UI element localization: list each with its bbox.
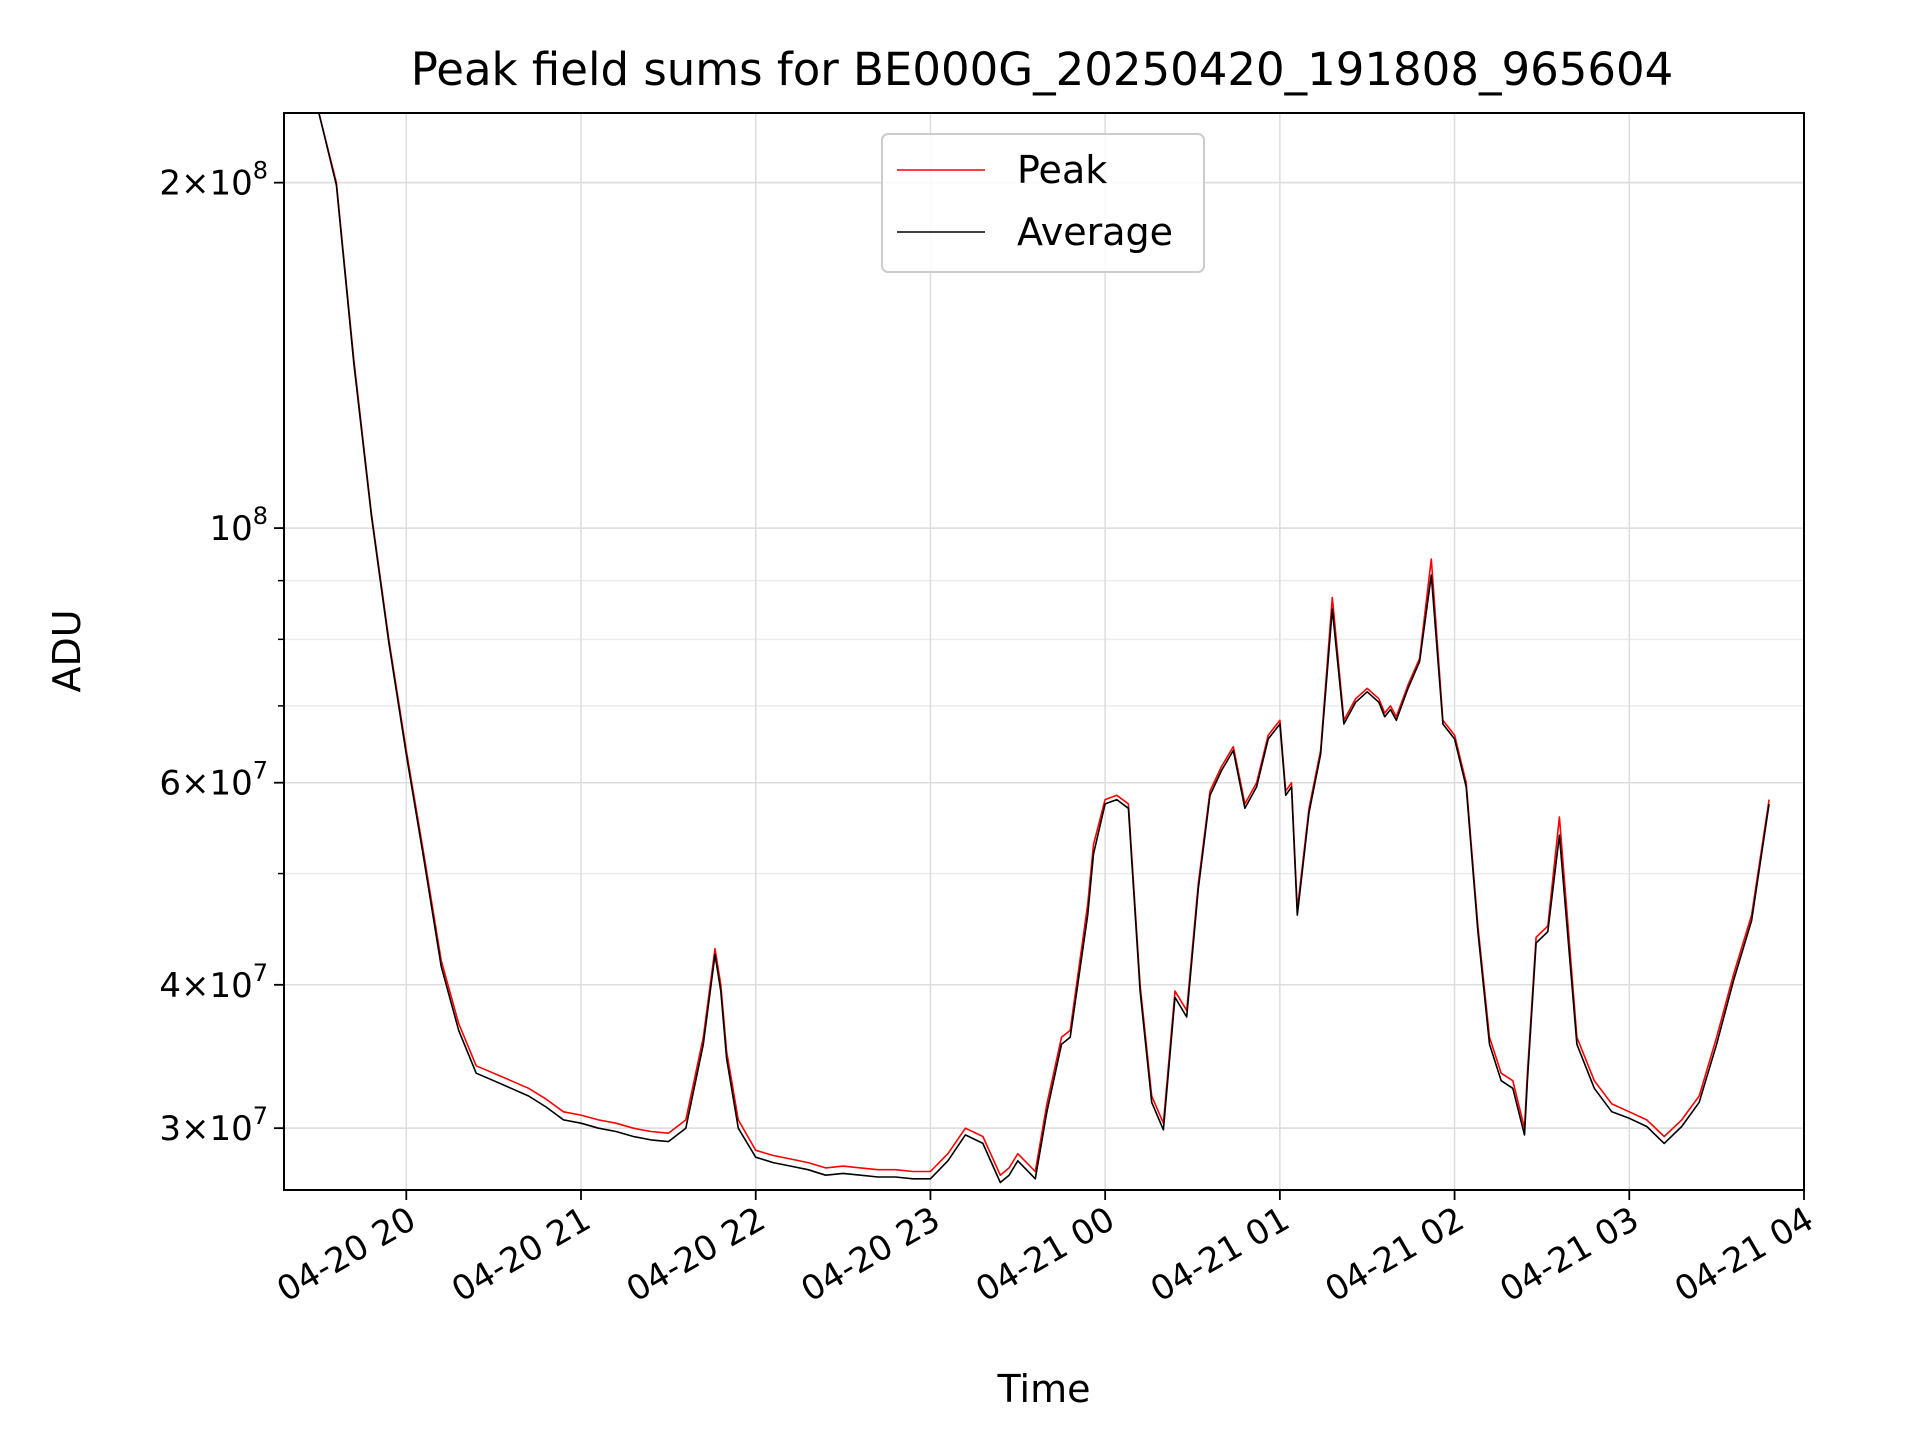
series-lines xyxy=(284,112,1770,1184)
legend-box xyxy=(881,133,1205,273)
y-tick-label: 4×107 xyxy=(159,959,268,1006)
legend-average-label: Average xyxy=(1017,210,1173,254)
series-line-peak xyxy=(284,112,1770,1176)
y-axis-label: ADU xyxy=(45,609,89,692)
x-axis-label: Time xyxy=(997,1367,1091,1411)
legend: Peak Average xyxy=(881,133,1205,273)
chart-title: Peak field sums for BE000G_20250420_1918… xyxy=(411,43,1673,96)
series-line-average xyxy=(284,112,1770,1184)
legend-peak-label: Peak xyxy=(1017,148,1107,192)
y-tick-label: 3×107 xyxy=(159,1102,268,1149)
y-tick-label: 2×108 xyxy=(159,157,268,204)
plot-frame xyxy=(283,112,1805,1191)
y-tick-label: 6×107 xyxy=(159,757,268,804)
y-tick-label: 108 xyxy=(209,502,268,549)
